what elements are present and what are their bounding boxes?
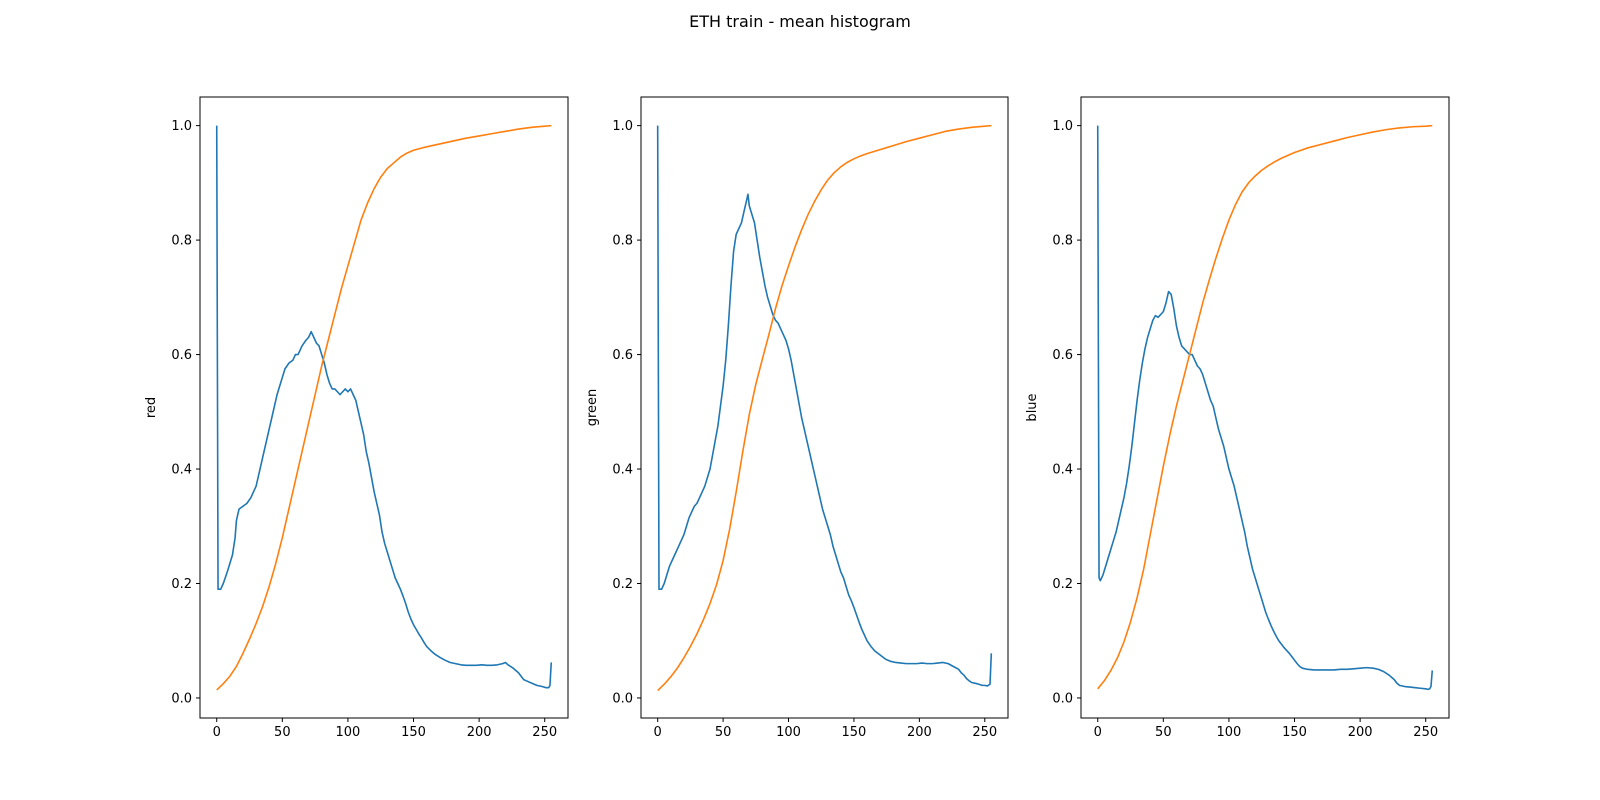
x-tick-label: 0 — [1094, 725, 1102, 740]
histogram-line — [656, 125, 993, 687]
x-tick-label: 100 — [336, 725, 361, 740]
y-tick-label: 0.4 — [171, 463, 192, 478]
x-tick-label: 200 — [467, 725, 492, 740]
x-tick-label: 150 — [842, 725, 867, 740]
y-tick-label: 1.0 — [1052, 119, 1073, 134]
y-axis-label: blue — [1025, 393, 1040, 421]
y-tick-label: 0.4 — [612, 463, 633, 478]
subplot-green: 0 50 100 150 200 250 0.0 0.2 0.4 0.6 0.8 1.0 green — [585, 96, 1009, 740]
x-tick-label: 100 — [1217, 725, 1242, 740]
axes-frame — [199, 96, 569, 719]
y-tick-label: 0.6 — [612, 348, 633, 363]
x-tick-label: 0 — [213, 725, 221, 740]
cumulative-line — [657, 124, 992, 692]
x-tick-label: 50 — [1155, 725, 1172, 740]
cumulative-line — [216, 124, 552, 691]
y-axis-label: green — [585, 389, 600, 427]
x-tick-label: 200 — [907, 725, 932, 740]
y-tick-label: 0.2 — [171, 577, 192, 592]
x-tick-label: 150 — [401, 725, 426, 740]
x-tick-label: 200 — [1348, 725, 1373, 740]
y-tick-label: 1.0 — [612, 119, 633, 134]
histogram-line — [215, 125, 553, 689]
axes-frame — [640, 96, 1009, 719]
y-axis-label: red — [144, 397, 159, 418]
y-tick-label: 0.6 — [171, 348, 192, 363]
x-tick-label: 250 — [1413, 725, 1438, 740]
cumulative-line — [1097, 124, 1433, 690]
x-tick-label: 50 — [274, 725, 291, 740]
x-tick-label: 0 — [654, 725, 662, 740]
y-tick-label: 0.6 — [1052, 348, 1073, 363]
y-tick-label: 0.2 — [1052, 577, 1073, 592]
histogram-line — [1096, 125, 1434, 691]
y-tick-label: 0.8 — [171, 234, 192, 249]
y-tick-label: 1.0 — [171, 119, 192, 134]
y-tick-label: 0.0 — [171, 691, 192, 706]
y-tick-label: 0.4 — [1052, 463, 1073, 478]
y-tick-label: 0.8 — [612, 234, 633, 249]
axes-frame — [1080, 96, 1450, 719]
y-tick-label: 0.0 — [1052, 691, 1073, 706]
x-tick-label: 50 — [715, 725, 732, 740]
figure-title: ETH train - mean histogram — [689, 12, 911, 31]
y-tick-label: 0.8 — [1052, 234, 1073, 249]
y-tick-label: 0.0 — [612, 691, 633, 706]
x-tick-label: 100 — [776, 725, 801, 740]
subplot-red: 0 50 100 150 200 250 0.0 0.2 0.4 0.6 0.8 1.0 red — [144, 96, 569, 740]
x-tick-label: 150 — [1282, 725, 1307, 740]
y-tick-label: 0.2 — [612, 577, 633, 592]
x-tick-label: 250 — [972, 725, 997, 740]
x-tick-label: 250 — [532, 725, 557, 740]
subplot-blue: 0 50 100 150 200 250 0.0 0.2 0.4 0.6 0.8 1.0 blue — [1025, 96, 1450, 740]
